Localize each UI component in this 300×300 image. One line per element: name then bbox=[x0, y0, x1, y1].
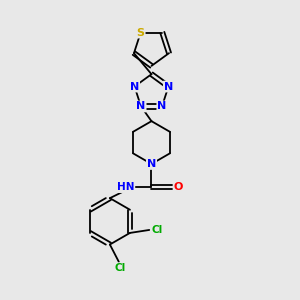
Text: N: N bbox=[147, 159, 156, 169]
Text: N: N bbox=[157, 101, 167, 112]
Text: S: S bbox=[137, 28, 145, 38]
Text: Cl: Cl bbox=[115, 263, 126, 273]
Text: N: N bbox=[136, 101, 146, 112]
Text: N: N bbox=[164, 82, 173, 92]
Text: O: O bbox=[173, 182, 183, 192]
Text: N: N bbox=[130, 82, 139, 92]
Text: Cl: Cl bbox=[151, 225, 162, 235]
Text: HN: HN bbox=[117, 182, 134, 192]
